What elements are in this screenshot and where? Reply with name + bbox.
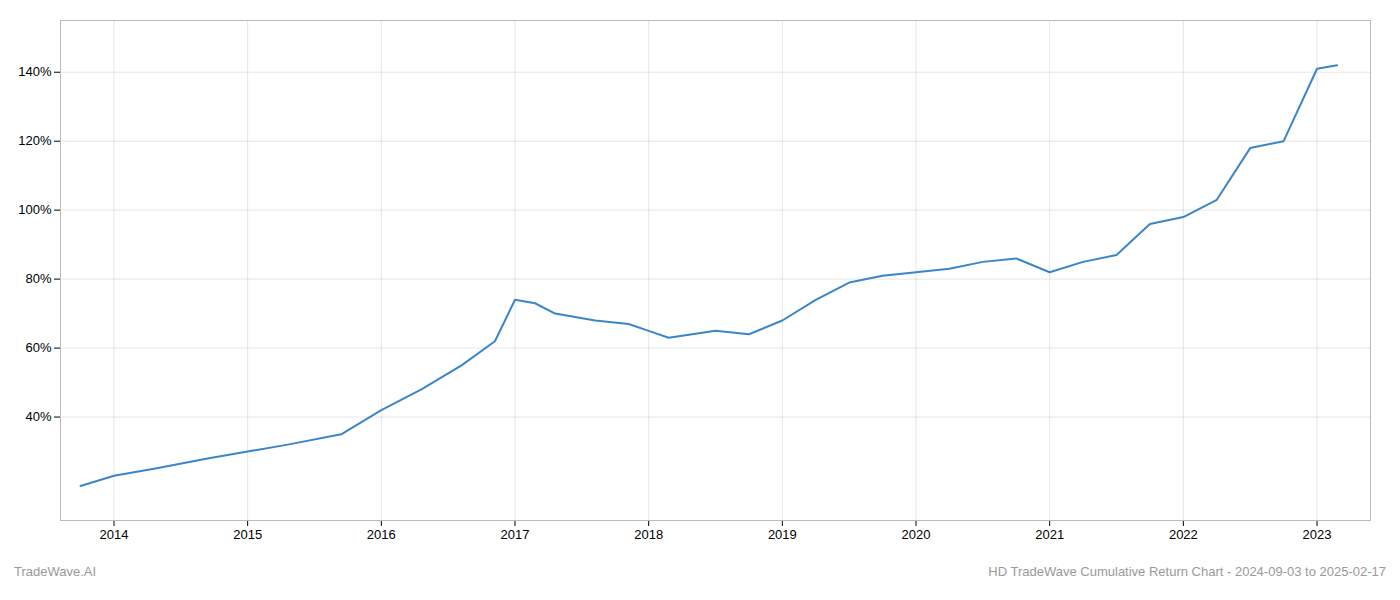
svg-text:2020: 2020 xyxy=(902,527,931,542)
svg-text:2018: 2018 xyxy=(634,527,663,542)
svg-text:2021: 2021 xyxy=(1035,527,1064,542)
svg-text:40%: 40% xyxy=(25,409,51,424)
svg-text:100%: 100% xyxy=(18,202,52,217)
svg-text:140%: 140% xyxy=(18,64,52,79)
svg-text:2023: 2023 xyxy=(1303,527,1332,542)
svg-text:2019: 2019 xyxy=(768,527,797,542)
svg-text:2016: 2016 xyxy=(367,527,396,542)
svg-text:120%: 120% xyxy=(18,133,52,148)
html-text:TradeWave.AI: TradeWave.AI xyxy=(14,564,97,579)
html-text:HD TradeWave Cumulative Return: HD TradeWave Cumulative Return Chart - 2… xyxy=(988,564,1386,579)
svg-text:80%: 80% xyxy=(25,271,51,286)
svg-text:2022: 2022 xyxy=(1169,527,1198,542)
svg-text:2015: 2015 xyxy=(233,527,262,542)
svg-text:60%: 60% xyxy=(25,340,51,355)
svg-text:2014: 2014 xyxy=(100,527,129,542)
svg-text:2017: 2017 xyxy=(501,527,530,542)
